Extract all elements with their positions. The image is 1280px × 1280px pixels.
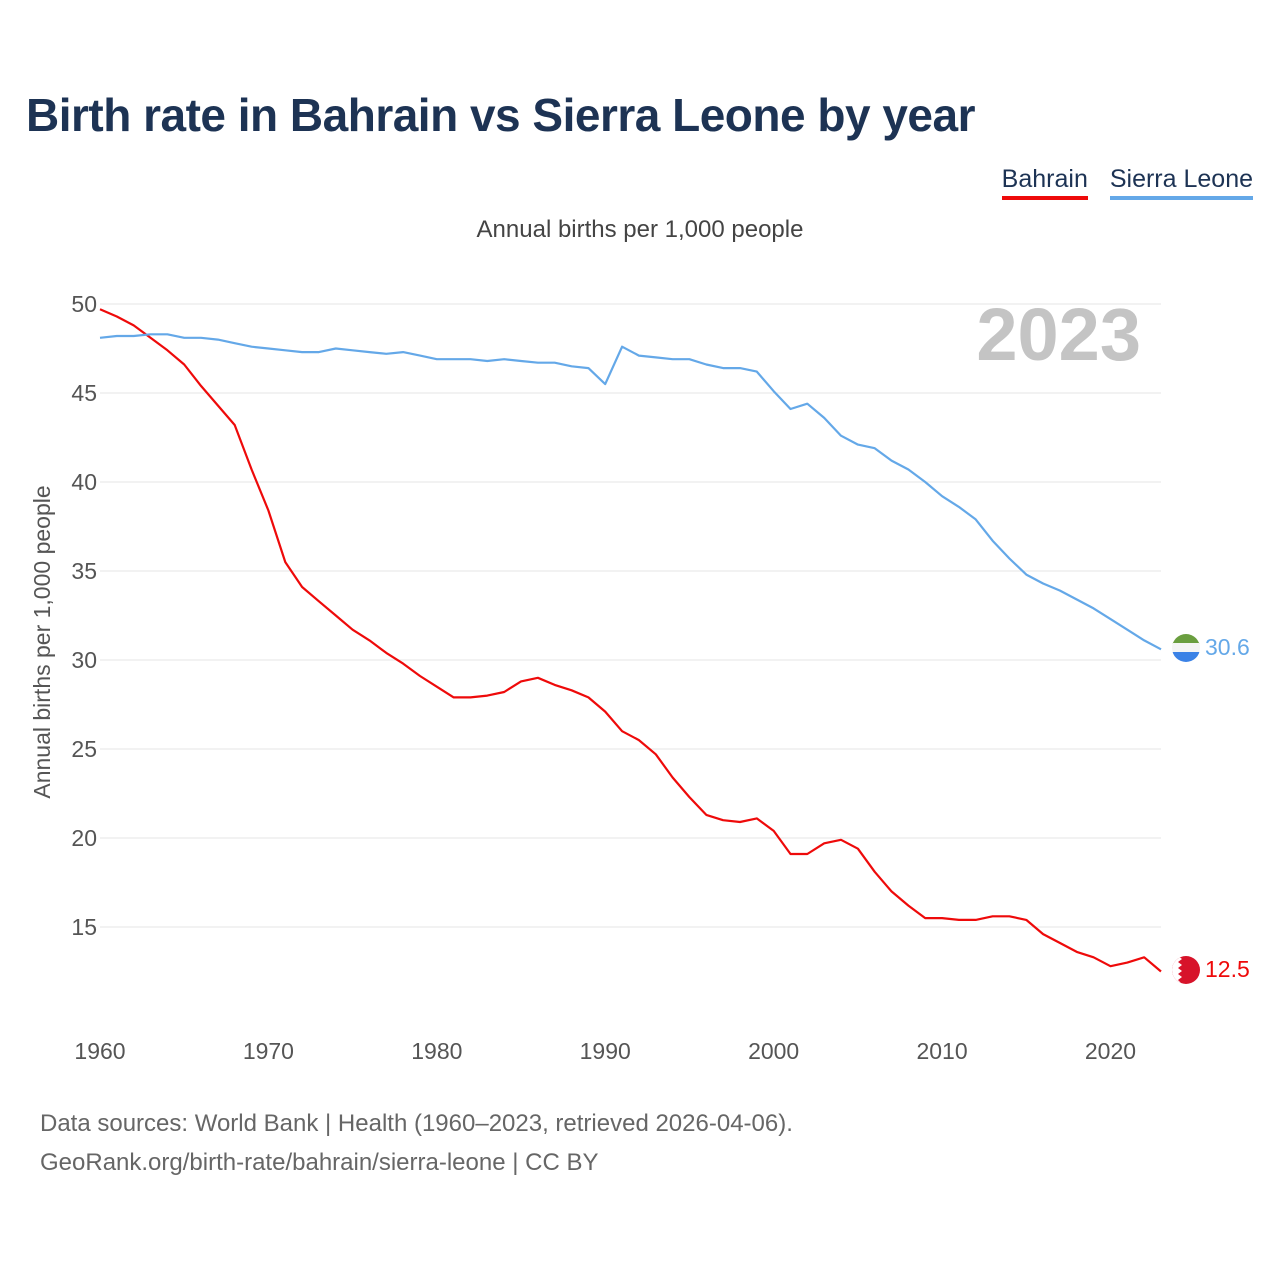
x-tick-label-2010: 2010 <box>916 1038 967 1064</box>
series-line-sierra-leone[interactable] <box>99 333 1162 651</box>
source-line-2[interactable]: GeoRank.org/birth-rate/bahrain/sierra-le… <box>40 1149 599 1176</box>
y-axis-title: Annual births per 1,000 people <box>29 485 55 798</box>
y-tick-label-35: 35 <box>71 558 97 584</box>
source-line-1: Data sources: World Bank | Health (1960–… <box>40 1110 793 1137</box>
y-tick-label-45: 45 <box>71 380 97 406</box>
x-tick-label-1980: 1980 <box>411 1038 462 1064</box>
bahrain-end-value: 12.5 <box>1205 956 1250 982</box>
legend: Bahrain Sierra Leone <box>1001 164 1253 200</box>
y-tick-label-25: 25 <box>71 736 97 762</box>
y-tick-label-15: 15 <box>71 914 97 940</box>
x-tick-label-2020: 2020 <box>1085 1038 1136 1064</box>
series-line-bahrain[interactable] <box>99 308 1162 973</box>
chart-title: Birth rate in Bahrain vs Sierra Leone by… <box>26 89 975 141</box>
year-watermark: 2023 <box>976 293 1141 376</box>
y-tick-label-40: 40 <box>71 469 97 495</box>
chart-subtitle: Annual births per 1,000 people <box>476 216 804 243</box>
y-tick-label-30: 30 <box>71 647 97 673</box>
legend-item-sierra-leone[interactable]: Sierra Leone <box>1109 164 1253 200</box>
x-tick-label-1960: 1960 <box>74 1038 125 1064</box>
legend-item-bahrain[interactable]: Bahrain <box>1001 164 1088 200</box>
bahrain-flag-icon <box>1172 956 1200 984</box>
x-tick-label-1990: 1990 <box>580 1038 631 1064</box>
y-tick-label-50: 50 <box>71 291 97 317</box>
sierra-leone-end-value: 30.6 <box>1205 634 1250 660</box>
y-tick-label-20: 20 <box>71 825 97 851</box>
source-note: Data sources: World Bank | Health (1960–… <box>40 1104 793 1182</box>
sierra-leone-flag-icon <box>1172 634 1200 662</box>
x-tick-label-2000: 2000 <box>748 1038 799 1064</box>
x-tick-label-1970: 1970 <box>243 1038 294 1064</box>
